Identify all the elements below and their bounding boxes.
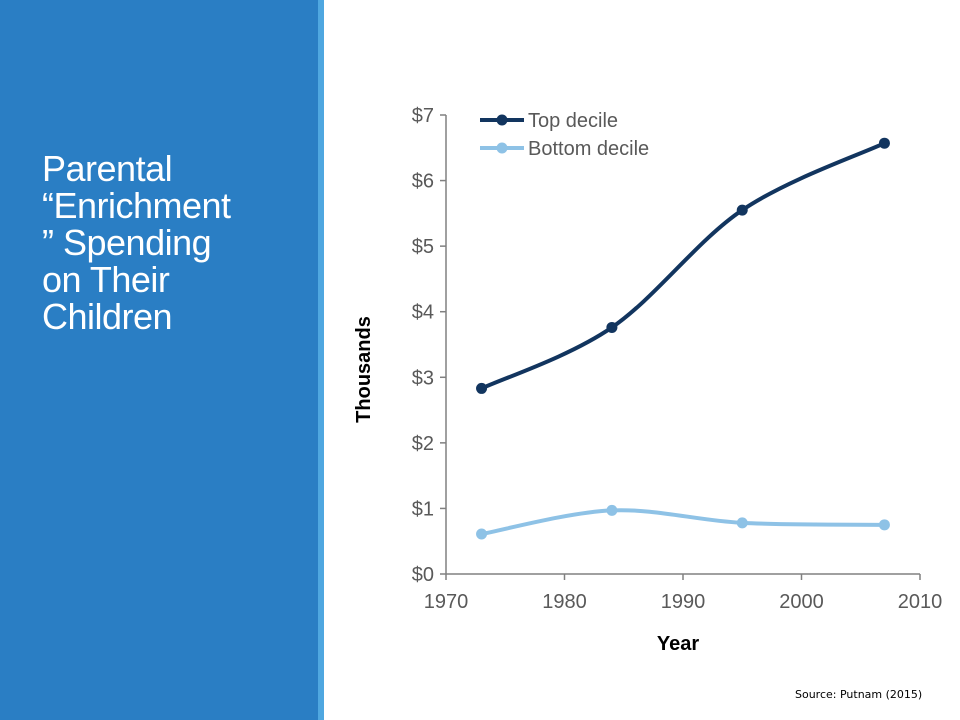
data-point-bottom-decile bbox=[878, 519, 890, 531]
source-citation: Source: Putnam (2015) bbox=[795, 688, 923, 701]
y-tick-label: $7 bbox=[412, 105, 434, 127]
data-point-top-decile bbox=[878, 137, 890, 149]
data-point-bottom-decile bbox=[476, 528, 488, 540]
legend-label-bottom-decile: Bottom decile bbox=[528, 138, 649, 160]
title-line: Parental bbox=[42, 148, 173, 189]
x-tick-label: 1970 bbox=[424, 591, 469, 613]
y-axis-title: Thousands bbox=[353, 316, 375, 423]
data-point-bottom-decile bbox=[736, 517, 748, 529]
y-tick-label: $3 bbox=[412, 367, 434, 389]
title-line: ” Spending bbox=[42, 222, 212, 263]
data-point-top-decile bbox=[736, 204, 748, 216]
title-line: Children bbox=[42, 296, 173, 337]
slide-title: Parental “Enrichment ” Spending on Their… bbox=[42, 150, 282, 335]
legend-marker-top-decile bbox=[496, 114, 508, 126]
x-axis-title: Year bbox=[657, 633, 699, 655]
y-tick-label: $0 bbox=[412, 564, 434, 586]
x-tick-label: 2000 bbox=[779, 591, 824, 613]
x-tick-label: 2010 bbox=[898, 591, 943, 613]
data-point-bottom-decile bbox=[606, 504, 618, 516]
title-panel bbox=[0, 0, 318, 720]
title-line: on Their bbox=[42, 259, 170, 300]
y-tick-label: $6 bbox=[412, 171, 434, 193]
data-point-top-decile bbox=[606, 321, 618, 333]
y-tick-label: $4 bbox=[412, 302, 434, 324]
y-tick-label: $1 bbox=[412, 498, 434, 520]
line-chart: $0 $1 $2 $3 $4 $5 $6 $7 1970 1980 1990 2000 2010 Year… bbox=[353, 105, 943, 655]
series-line-top-decile bbox=[479, 141, 887, 391]
y-tick-label: $5 bbox=[412, 236, 434, 258]
legend-marker-bottom-decile bbox=[496, 142, 508, 154]
title-line: “Enrichment bbox=[42, 185, 231, 226]
x-tick-label: 1980 bbox=[542, 591, 587, 613]
legend-label-top-decile: Top decile bbox=[528, 110, 618, 132]
panel-divider bbox=[318, 0, 324, 720]
x-tick-label: 1990 bbox=[661, 591, 706, 613]
y-tick-label: $2 bbox=[412, 433, 434, 455]
series-line-bottom-decile bbox=[479, 508, 887, 537]
data-point-top-decile bbox=[476, 382, 488, 394]
